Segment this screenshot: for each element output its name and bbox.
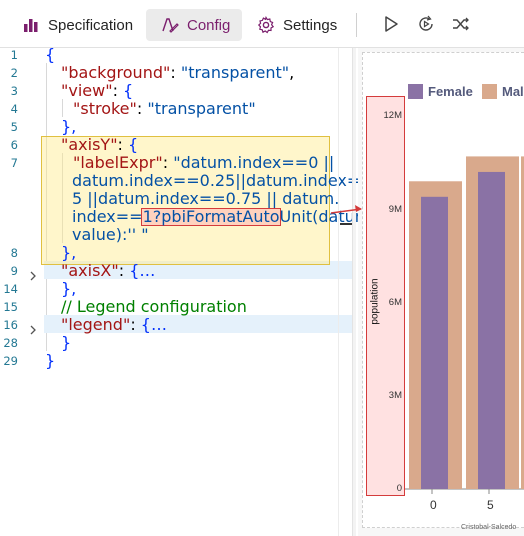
legend-swatch-male [482, 83, 497, 99]
tab-settings[interactable]: Settings [257, 9, 337, 41]
json-key: "view" [61, 81, 113, 100]
tab-specification-label: Specification [48, 16, 134, 34]
legend-label-female: Female [428, 83, 473, 99]
line-number: 7 [10, 156, 18, 170]
line-number: 1 [10, 48, 18, 62]
line-number: 4 [10, 102, 18, 116]
code-line-5: }, [61, 117, 77, 136]
tab-settings-label: Settings [283, 16, 338, 34]
code-comment: // Legend configuration [61, 297, 247, 316]
y-axis-highlight-box [366, 96, 405, 496]
code-wrap-line: 5 ||datum.index==0.75 || datum. [72, 189, 340, 208]
line-number: 14 [3, 282, 18, 296]
json-key: "labelExpr" [73, 153, 163, 172]
line-number: 6 [10, 138, 18, 152]
fold-chevron-icon[interactable] [28, 320, 38, 335]
code-line-8: }, [61, 243, 77, 262]
fold-chevron-icon[interactable] [28, 266, 38, 281]
line-number: 15 [3, 300, 18, 314]
folded-object[interactable]: {… [140, 315, 167, 334]
json-key: "background" [61, 63, 171, 82]
repeat-play-icon[interactable] [416, 14, 436, 34]
tab-specification[interactable]: Specification [22, 9, 133, 41]
panel-splitter[interactable] [352, 48, 356, 536]
text-cursor [340, 223, 352, 225]
code-line-14: }, [61, 279, 77, 298]
format-function-highlight [141, 208, 281, 226]
code-line-28: } [61, 333, 72, 352]
axisy-highlight-box [41, 136, 330, 265]
legend-label-male: Male [502, 83, 524, 99]
indent-guide [62, 99, 63, 117]
folded-line-highlight [44, 261, 352, 279]
code-editor[interactable] [0, 48, 356, 536]
code-line-2: "background": "transparent", [61, 63, 295, 82]
x-tick-label: 5 [487, 498, 494, 512]
watermark: Cristobal-Salcedo [461, 524, 517, 531]
play-icon[interactable] [381, 14, 401, 34]
y-tick-label: 6M [388, 297, 402, 308]
toolbar-separator [356, 13, 357, 37]
line-number: 29 [3, 354, 18, 368]
json-string: "datum.index==0 || [173, 153, 335, 172]
tab-config[interactable]: Config [146, 9, 242, 41]
code-line-7: "labelExpr": "datum.index==0 || [73, 153, 335, 172]
legend-item-male[interactable]: Male [482, 82, 524, 100]
y-axis-title: population [369, 278, 381, 325]
line-number: 3 [10, 84, 18, 98]
toolbar: Specification Config Settings [0, 0, 524, 48]
json-key: "axisX" [61, 261, 119, 280]
code-fragment: index==1? [72, 207, 162, 226]
code-line-3: "view": { [61, 81, 134, 100]
folded-line-highlight [44, 315, 352, 333]
json-string: "transparent" [180, 63, 290, 82]
y-tick-label: 0 [396, 483, 402, 494]
code-line-29: } [45, 351, 56, 370]
folded-object[interactable]: {… [129, 261, 156, 280]
json-key: "legend" [61, 315, 131, 334]
line-number: 8 [10, 246, 18, 260]
line-number: 9 [10, 264, 18, 278]
editor-scrollbar[interactable] [338, 48, 352, 536]
code-wrap-line: value):'' " [72, 225, 149, 244]
indent-guide [62, 153, 63, 243]
line-number: 5 [10, 120, 18, 134]
code-line-1: { [45, 45, 56, 64]
legend-item-female[interactable]: Female [408, 82, 473, 100]
line-number: 28 [3, 336, 18, 350]
gear-icon [257, 16, 275, 34]
shuffle-icon[interactable] [451, 14, 471, 34]
y-tick-label: 12M [383, 110, 402, 121]
json-key: "stroke" [73, 99, 137, 118]
line-number: 16 [3, 318, 18, 332]
line-number: 2 [10, 66, 18, 80]
json-key: "axisY" [61, 135, 118, 154]
tab-config-label: Config [187, 16, 231, 34]
x-tick-label: 0 [430, 498, 437, 512]
code-line-4: "stroke": "transparent" [73, 99, 256, 118]
code-line-6: "axisY": { [61, 135, 139, 154]
json-string: "transparent" [147, 99, 256, 118]
code-wrap-line: datum.index==0.25||datum.index==0. [72, 171, 389, 190]
y-tick-label: 9M [388, 204, 402, 215]
config-pen-icon [161, 16, 179, 34]
y-tick-label: 3M [388, 390, 402, 401]
code-line-9: "axisX": {… [61, 261, 156, 280]
format-function-name: pbiFormatAutoUnit [161, 207, 313, 226]
code-wrap-line: index==1?pbiFormatAutoUnit(datum. [72, 208, 375, 226]
indent-guide [46, 63, 47, 351]
legend-swatch-female [408, 83, 423, 99]
bar-chart-icon [22, 16, 40, 34]
code-line-16: "legend": {… [61, 315, 167, 334]
